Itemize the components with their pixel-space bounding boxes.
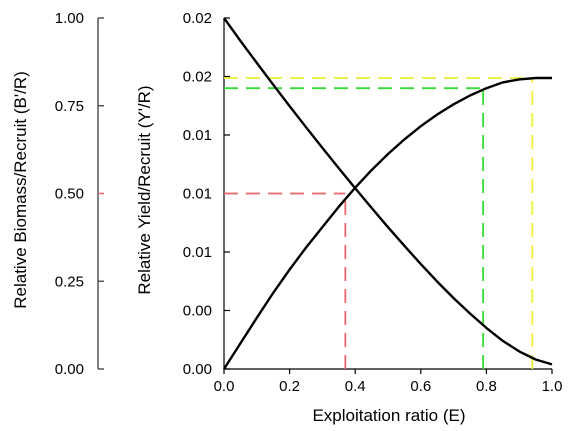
right-tick-label: 0.02 [183, 10, 212, 27]
x-tick-label: 0.6 [410, 378, 431, 395]
left-tick-label: 0.00 [55, 361, 84, 378]
left-tick-label: 0.50 [55, 186, 84, 203]
x-axis-title: Exploitation ratio (E) [312, 406, 465, 425]
right-tick-label: 0.00 [183, 303, 212, 320]
left-tick-label: 1.00 [55, 10, 84, 27]
left-axis: 1.00 0.75 0.50 0.25 0.00 [55, 10, 104, 378]
x-tick-label: 0.0 [214, 378, 235, 395]
reference-lines [224, 77, 534, 369]
series-lines [222, 17, 553, 370]
left-tick-label: 0.75 [55, 98, 84, 115]
x-tick-label: 0.4 [345, 378, 366, 395]
right-tick-label: 0.02 [183, 69, 212, 86]
right-tick-label: 0.00 [183, 361, 212, 378]
right-tick-label: 0.01 [183, 244, 212, 261]
x-tick-label: 1.0 [542, 378, 563, 395]
x-tick-label: 0.2 [279, 378, 300, 395]
x-tick-label: 0.8 [476, 378, 497, 395]
right-tick-label: 0.01 [183, 186, 212, 203]
left-tick-label: 0.25 [55, 273, 84, 290]
left-axis-title: Relative Biomass/Recruit (B'/R) [11, 71, 30, 309]
yield-curve [222, 76, 552, 370]
right-axis-title: Relative Yield/Recruit (Y'/R) [135, 85, 154, 294]
biomass-curve [223, 17, 553, 366]
plot-frame: 0.02 0.02 0.01 0.01 0.01 0.00 0.00 0.0 0.2 0.4 0.… [183, 10, 563, 395]
right-tick-label: 0.01 [183, 127, 212, 144]
